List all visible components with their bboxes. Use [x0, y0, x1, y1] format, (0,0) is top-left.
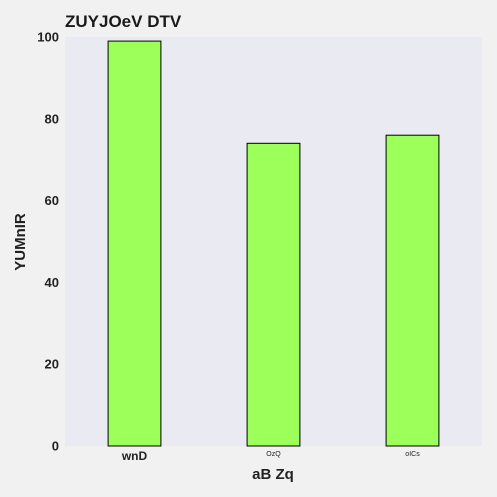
- x-tick-label-ozq: OzQ: [266, 451, 281, 458]
- y-tick-label-60: 60: [45, 193, 59, 208]
- bar-ozq: [247, 143, 300, 446]
- x-tick-label-oics: oICs: [405, 451, 420, 458]
- y-axis-label: YUMnIR: [12, 213, 29, 271]
- bar-oics: [386, 135, 439, 446]
- y-tick-label-80: 80: [45, 111, 59, 126]
- y-tick-label-20: 20: [45, 357, 59, 372]
- x-tick-label-wnd: wnD: [121, 449, 148, 463]
- y-tick-label-100: 100: [37, 30, 59, 45]
- y-tick-label-40: 40: [45, 275, 59, 290]
- x-axis-label: aB Zq: [252, 466, 294, 483]
- bar-wnd: [108, 41, 161, 446]
- y-tick-label-0: 0: [52, 439, 59, 454]
- chart-title: ZUYJOeV DTV: [65, 12, 182, 31]
